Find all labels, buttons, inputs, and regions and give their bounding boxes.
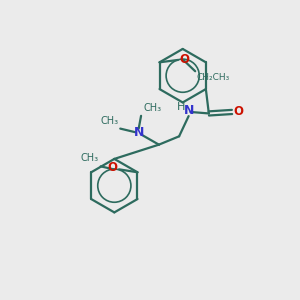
Text: CH₃: CH₃ (81, 153, 99, 164)
Text: CH₃: CH₃ (100, 116, 118, 126)
Text: O: O (234, 106, 244, 118)
Text: N: N (184, 104, 194, 117)
Text: CH₃: CH₃ (143, 103, 162, 113)
Text: N: N (134, 126, 144, 139)
Text: O: O (179, 53, 189, 66)
Text: H: H (177, 102, 185, 112)
Text: O: O (107, 161, 117, 174)
Text: CH₂CH₃: CH₂CH₃ (197, 73, 230, 82)
